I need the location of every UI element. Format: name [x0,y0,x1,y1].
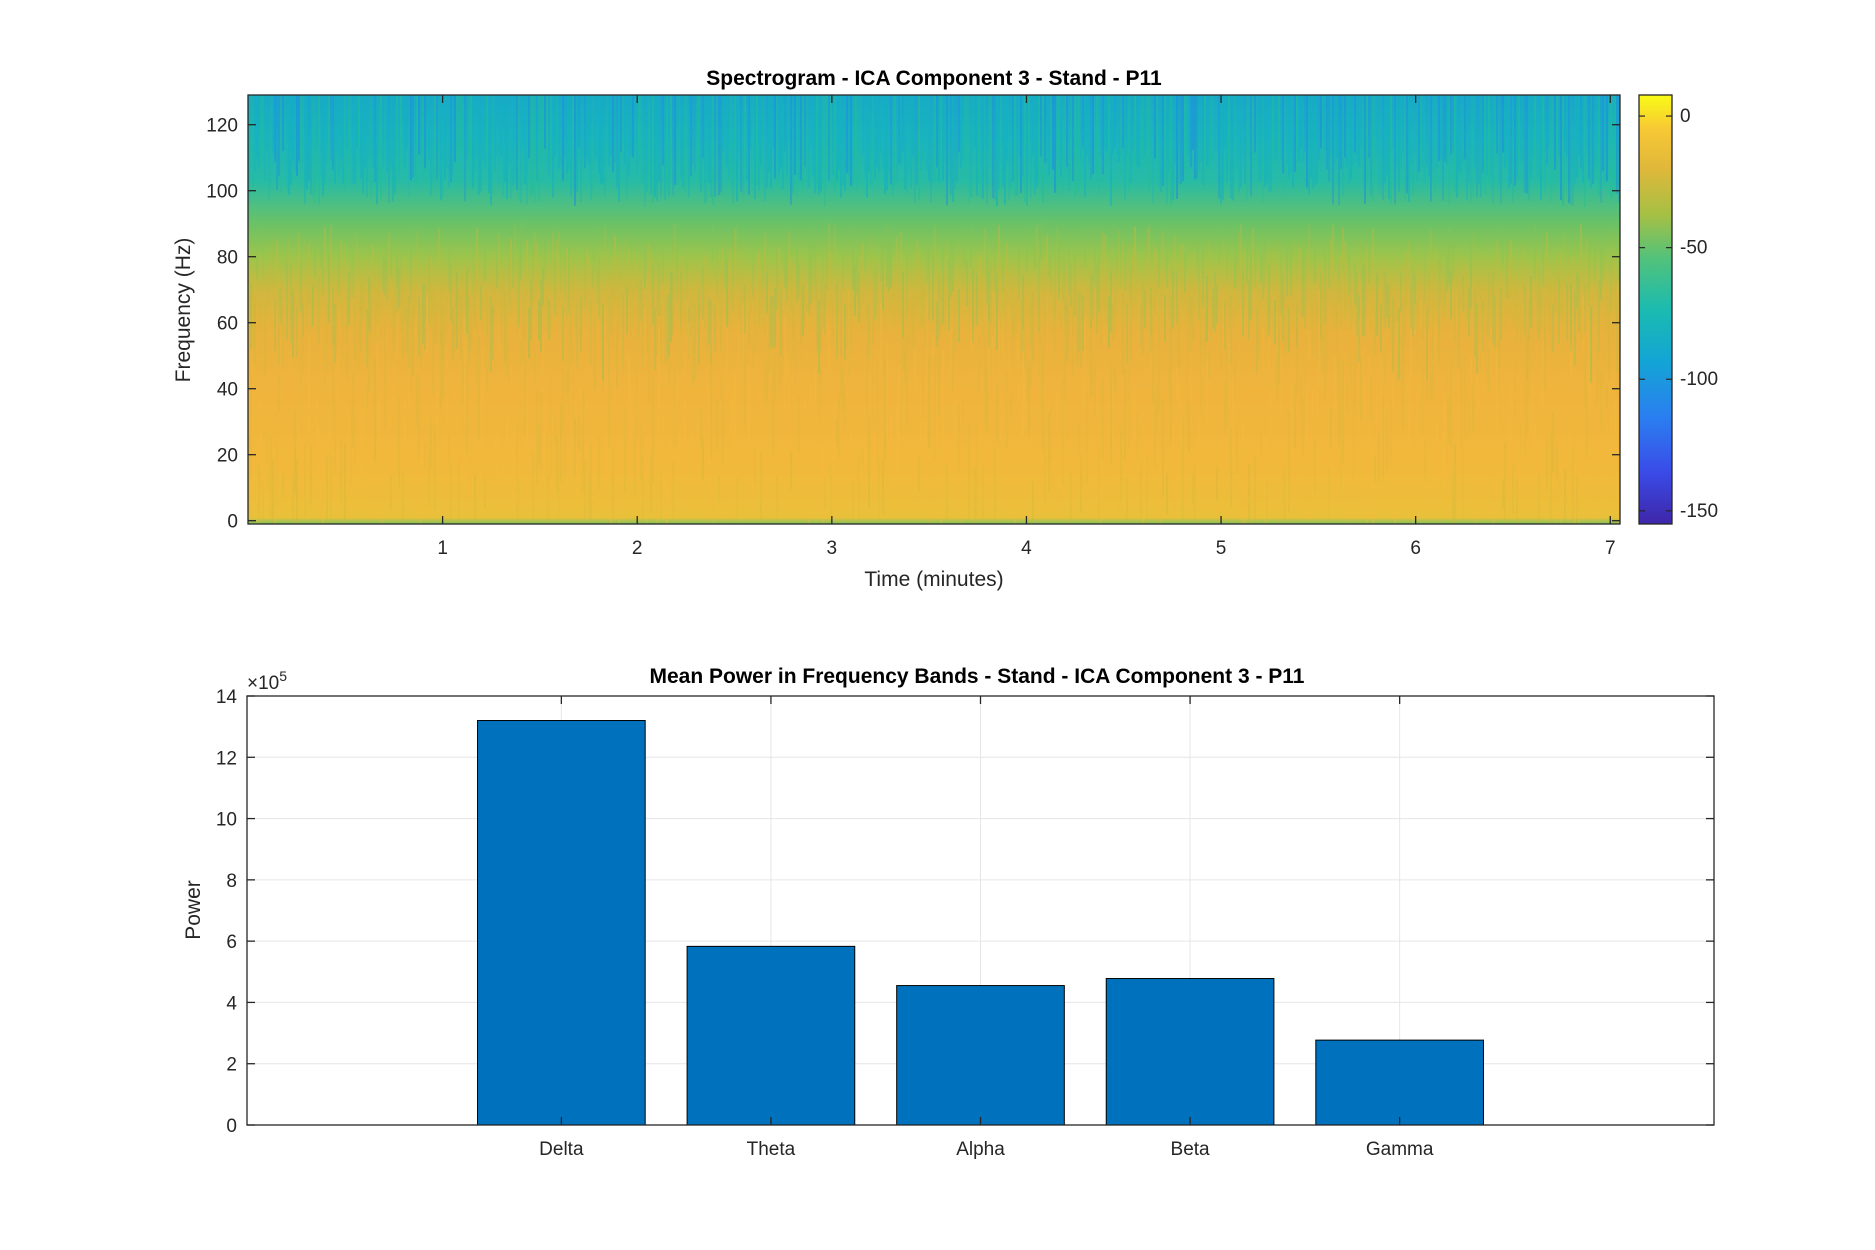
bar-chart-x-tick-label: Delta [539,1139,584,1160]
spectrogram-x-tick-label: 6 [1410,538,1421,559]
bar-chart-x-tick-label: Alpha [956,1139,1005,1160]
bar-chart-y-tick-label: 14 [216,687,238,708]
bar-chart-title: Mean Power in Frequency Bands - Stand - … [650,665,1305,688]
spectrogram-title: Spectrogram - ICA Component 3 - Stand - … [706,67,1162,90]
bar-chart-y-ticks: 0 2 4 6 8 10 12 14 [216,687,1714,1137]
spectrogram-y-tick-label: 20 [217,446,238,467]
spectrogram-x-tick-label: 2 [632,538,643,559]
spectrogram-y-tick-label: 40 [217,380,238,401]
bar-chart-y-tick-label: 6 [226,932,237,953]
spectrogram-image [248,95,1620,524]
spectrogram-x-ticks: 1 2 3 4 5 6 7 [437,95,1616,559]
bar-chart-y-tick-label: 4 [226,993,237,1014]
bar-gamma [1315,1039,1484,1126]
bar-chart-y-tick-label: 10 [216,810,237,831]
bar-series [477,720,1484,1126]
bar-beta [1105,978,1275,1126]
spectrogram-y-tick-label: 100 [206,182,238,203]
bar-chart-y-tick-label: 2 [226,1055,237,1076]
colorbar-tick-label: -150 [1680,501,1718,522]
bar-chart-x-tick-label: Beta [1171,1139,1211,1160]
bar-theta [686,945,856,1126]
exponent-label: ×105 [247,668,287,694]
bar-chart-x-tick-label: Gamma [1366,1139,1434,1160]
bar-alpha [896,985,1065,1126]
colorbar [1638,94,1673,525]
spectrogram-ylabel: Frequency (Hz) [172,238,195,383]
colorbar-ticks: 0 -50 -100 -150 [1639,106,1718,522]
colorbar-tick-label: -50 [1680,238,1707,259]
bar-chart-x-tick-label: Theta [747,1139,796,1160]
spectrogram-xlabel: Time (minutes) [864,568,1003,591]
bar-delta [477,720,646,1126]
spectrogram-x-tick-label: 4 [1021,538,1032,559]
spectrogram-y-ticks: 0 20 40 60 80 100 120 [206,116,1620,533]
spectrogram-y-tick-label: 80 [217,248,238,269]
colorbar-tick-label: 0 [1680,106,1691,127]
bar-chart-y-tick-label: 12 [216,748,237,769]
spectrogram-x-tick-label: 5 [1216,538,1227,559]
spectrogram-x-tick-label: 1 [437,538,448,559]
spectrogram-y-tick-label: 0 [227,512,238,533]
spectrogram-x-tick-label: 7 [1605,538,1616,559]
spectrogram-x-tick-label: 3 [827,538,838,559]
spectrogram-y-tick-label: 60 [217,314,238,335]
bar-chart-ylabel: Power [182,880,205,940]
bar-chart-y-tick-label: 8 [226,871,237,892]
bar-chart-y-tick-label: 0 [226,1116,237,1137]
colorbar-tick-label: -100 [1680,369,1718,390]
bar-chart-x-ticks: Delta Theta Alpha Beta Gamma [539,696,1434,1160]
spectrogram-axes-box [247,94,1621,525]
spectrogram-y-tick-label: 120 [206,116,238,137]
